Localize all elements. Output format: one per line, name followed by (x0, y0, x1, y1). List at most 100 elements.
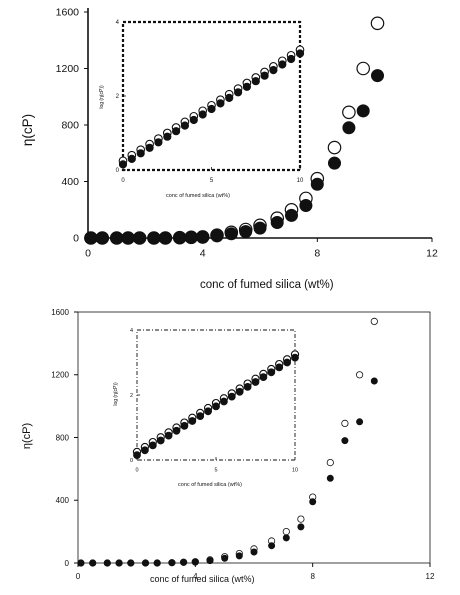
main-point-filled-8 (180, 558, 188, 566)
y-tick-label-0: 0 (65, 559, 70, 568)
main-point-open-21 (370, 16, 385, 31)
main-point-filled-5 (142, 559, 150, 567)
inset-point-filled-1 (127, 154, 136, 163)
inset-point-filled-8 (196, 412, 205, 420)
main-point-filled-20 (356, 418, 364, 426)
inset-x-tick-label-0: 0 (135, 468, 138, 474)
inset-x-axis-title: conc of fumed silica (wt%) (166, 193, 230, 199)
inset-point-filled-6 (172, 127, 181, 136)
y-axis-title: η(cP) (21, 423, 33, 449)
main-point-filled-14 (268, 542, 276, 550)
inset-x-tick-label-0: 0 (121, 178, 125, 184)
inset-point-filled-19 (287, 54, 296, 64)
main-point-filled-7 (173, 231, 187, 245)
inset-point-filled-7 (188, 417, 197, 425)
inset-point-filled-20 (291, 353, 299, 362)
main-point-filled-8 (184, 230, 198, 244)
main-point-filled-15 (282, 534, 290, 542)
x-axis-title: conc of fumed silica (wt%) (200, 279, 334, 291)
main-point-filled-13 (253, 221, 267, 235)
main-point-open-18 (327, 140, 342, 155)
inset-point-filled-4 (164, 431, 173, 440)
inset-point-filled-17 (267, 368, 276, 377)
inset-point-filled-15 (251, 378, 260, 386)
inset-y-tick-label-0: 0 (130, 458, 133, 464)
main-point-filled-12 (235, 552, 243, 560)
inset-point-filled-14 (243, 382, 252, 391)
y-tick-label-1: 400 (56, 496, 70, 505)
inset-point-filled-11 (216, 99, 225, 108)
main-point-open-19 (342, 105, 356, 120)
inset-point-filled-18 (278, 60, 287, 69)
main-point-filled-4 (133, 231, 147, 245)
main-point-open-18 (326, 458, 334, 467)
inset-y-tick-label-0: 0 (116, 168, 120, 174)
main-point-open-16 (297, 515, 305, 523)
y-tick-label-2: 800 (61, 120, 79, 132)
inset-point-filled-12 (225, 93, 234, 102)
inset-point-filled-18 (275, 363, 284, 372)
main-point-filled-7 (168, 559, 176, 567)
inset-y-axis-title: log (η(cP)) (113, 382, 119, 406)
main-point-open-20 (356, 61, 370, 76)
main-point-filled-17 (309, 498, 317, 506)
inset-x-tick-label-1: 5 (214, 468, 217, 474)
inset-point-filled-14 (242, 82, 251, 91)
main-point-filled-3 (121, 231, 135, 245)
inset-point-filled-3 (145, 143, 154, 152)
y-tick-label-3: 1200 (56, 63, 80, 75)
inset-x-axis-title: conc of fumed silica (wt%) (178, 482, 242, 488)
x-tick-label-0: 0 (76, 572, 81, 581)
main-point-filled-1 (89, 559, 97, 567)
inset-point-filled-3 (156, 436, 165, 445)
main-point-filled-6 (158, 231, 172, 245)
x-tick-label-1: 4 (200, 248, 206, 260)
inset-point-filled-20 (295, 49, 305, 58)
x-tick-label-1: 4 (193, 572, 198, 581)
inset-y-tick-label-1: 2 (116, 94, 120, 100)
main-point-filled-2 (103, 559, 111, 567)
x-tick-label-2: 8 (310, 572, 315, 581)
inset-point-filled-10 (207, 104, 216, 114)
x-tick-label-2: 8 (314, 248, 320, 260)
inset-y-tick-label-1: 2 (130, 393, 133, 399)
inset-point-filled-17 (269, 65, 278, 75)
main-point-open-20 (355, 371, 364, 379)
inset-plot: 0 2 4 0 5 10 conc of fumed silica (wt%) log (η(… (113, 328, 300, 488)
inset-point-filled-16 (259, 373, 268, 381)
main-point-filled-10 (210, 229, 224, 243)
inset-point-filled-10 (212, 402, 220, 411)
main-point-filled-2 (110, 231, 124, 245)
inset-y-tick-label-2: 4 (130, 328, 133, 334)
inset-point-filled-8 (189, 115, 198, 125)
main-point-filled-5 (147, 231, 161, 245)
y-tick-label-3: 1200 (51, 371, 69, 380)
main-point-filled-4 (127, 559, 135, 567)
y-tick-label-2: 800 (56, 433, 70, 442)
y-tick-label-1: 400 (61, 176, 79, 188)
main-point-filled-16 (299, 199, 313, 213)
x-axis-title: conc of fumed silica (wt%) (150, 574, 255, 584)
x-tick-label-3: 12 (426, 572, 435, 581)
inset-point-filled-12 (227, 392, 236, 401)
main-point-filled-20 (356, 104, 370, 118)
inset-point-filled-13 (234, 88, 243, 97)
inset-point-filled-7 (180, 121, 189, 130)
inset-point-filled-9 (198, 110, 207, 119)
main-point-filled-19 (341, 437, 349, 445)
y-axis-title: η(cP) (20, 114, 35, 146)
inset-point-filled-1 (140, 446, 149, 455)
inset-point-filled-19 (283, 358, 291, 367)
inset-y-tick-label-2: 4 (116, 20, 120, 26)
inset-point-filled-16 (260, 71, 269, 80)
main-point-filled-11 (221, 554, 229, 562)
main-point-filled-9 (191, 558, 199, 566)
inset-x-tick-label-2: 10 (297, 178, 304, 184)
inset-y-axis-title: log (η(cP)) (99, 85, 105, 109)
main-point-filled-9 (196, 230, 210, 244)
inset-point-filled-2 (148, 441, 157, 450)
main-point-filled-21 (370, 377, 378, 385)
main-point-open-19 (341, 419, 349, 427)
inset-point-filled-6 (180, 421, 189, 430)
